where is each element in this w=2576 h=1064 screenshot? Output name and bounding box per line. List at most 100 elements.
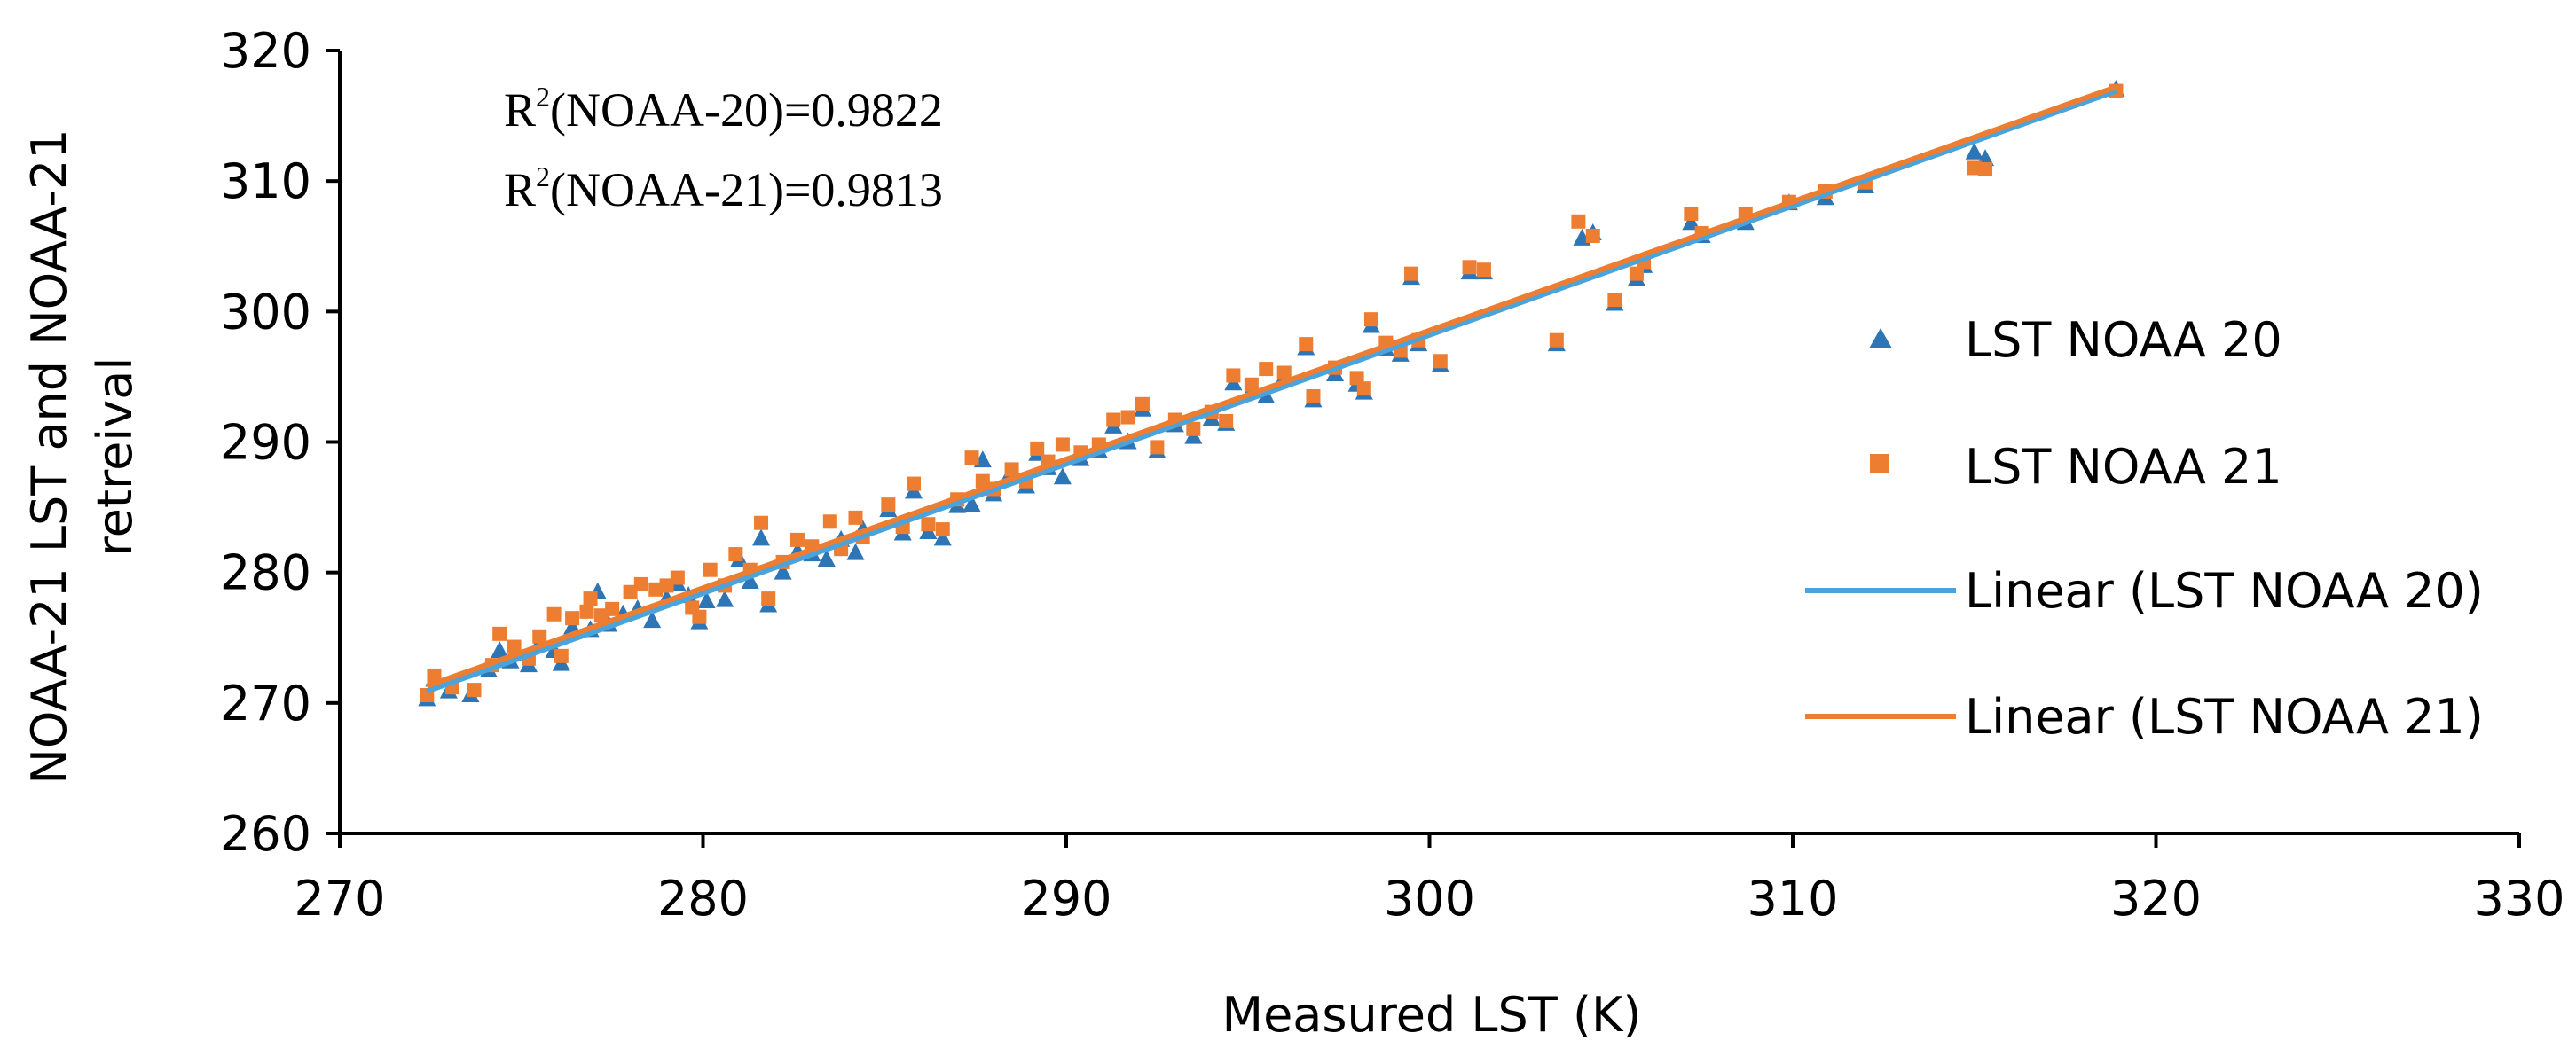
- y-axis-title-line-2: retreival: [87, 357, 143, 557]
- data-point-noaa20: [846, 543, 865, 560]
- data-point-noaa21: [1571, 214, 1586, 229]
- data-point-noaa21: [659, 578, 674, 593]
- data-point-noaa21: [728, 547, 743, 562]
- data-point-noaa21: [1607, 293, 1622, 308]
- data-point-noaa21: [1219, 413, 1234, 428]
- y-tick-label: 270: [220, 676, 311, 732]
- data-point-noaa21: [532, 629, 547, 644]
- data-point-noaa21: [1055, 437, 1070, 452]
- x-tick-label: 310: [1747, 871, 1838, 927]
- data-point-noaa21: [921, 517, 936, 532]
- data-point-noaa21: [703, 562, 718, 577]
- data-point-noaa21: [1684, 206, 1699, 221]
- data-point-noaa21: [692, 609, 707, 624]
- data-point-noaa21: [1356, 381, 1371, 396]
- data-point-noaa21: [507, 639, 522, 654]
- y-tick-label: 310: [220, 153, 311, 209]
- trendline-noaa21: [426, 84, 2117, 689]
- annotation-r2-noaa21-text: (NOAA-21)=0.9813: [550, 163, 943, 216]
- data-point-noaa21: [605, 601, 620, 616]
- trendlines: [426, 84, 2117, 694]
- data-point-noaa21: [1150, 440, 1165, 455]
- legend-item-linear-noaa21: Linear (LST NOAA 21): [1805, 689, 2484, 745]
- legend: LST NOAA 20 LST NOAA 21 Linear (LST NOAA…: [1805, 312, 2484, 745]
- x-tick-label: 300: [1384, 871, 1475, 927]
- data-point-noaa20: [752, 528, 771, 546]
- x-tick-label: 280: [657, 871, 749, 927]
- data-point-noaa21: [907, 476, 922, 491]
- data-point-noaa21: [1363, 312, 1378, 327]
- data-point-noaa21: [467, 683, 482, 698]
- data-point-noaa20: [716, 590, 734, 607]
- data-point-noaa21: [1462, 260, 1477, 275]
- x-tick-label: 270: [294, 871, 385, 927]
- data-point-noaa20: [774, 562, 792, 580]
- data-point-noaa21: [1106, 412, 1121, 427]
- data-point-noaa21: [1226, 368, 1241, 383]
- legend-item-linear-noaa20: Linear (LST NOAA 20): [1805, 563, 2484, 619]
- y-axis-title-line-1: NOAA-21 LST and NOAA-21: [21, 129, 77, 784]
- data-point-noaa21: [427, 668, 442, 683]
- data-point-noaa21: [1978, 161, 1993, 176]
- data-point-noaa21: [583, 591, 598, 606]
- legend-label: Linear (LST NOAA 20): [1965, 563, 2484, 619]
- data-point-noaa21: [1549, 332, 1564, 348]
- data-point-noaa21: [546, 606, 562, 622]
- data-point-noaa20: [817, 549, 836, 567]
- annotation-r2-noaa20: R2(NOAA-20)=0.9822: [504, 81, 943, 137]
- data-point-noaa21: [1299, 337, 1314, 352]
- data-point-noaa20: [697, 591, 716, 609]
- data-point-noaa21: [633, 576, 648, 591]
- data-point-noaa21: [1259, 362, 1274, 377]
- data-point-noaa21: [1030, 441, 1045, 456]
- data-point-noaa21: [1433, 354, 1448, 369]
- y-tick-label: 280: [220, 545, 311, 601]
- data-point-noaa20: [491, 640, 509, 658]
- legend-label: LST NOAA 21: [1965, 439, 2282, 495]
- x-tick-label: 320: [2110, 871, 2202, 927]
- y-tick-label: 260: [220, 806, 311, 862]
- legend-marker-triangle: [1869, 328, 1892, 348]
- annotation-r2-noaa20-base: R: [504, 83, 536, 137]
- data-point-noaa20: [643, 611, 662, 629]
- data-point-noaa21: [1004, 462, 1019, 477]
- legend-marker-square: [1870, 454, 1889, 473]
- data-point-noaa21: [1306, 388, 1321, 403]
- y-tick-label: 320: [220, 23, 311, 79]
- data-point-noaa20: [1682, 213, 1700, 231]
- data-point-noaa21: [822, 514, 837, 529]
- data-point-noaa21: [648, 582, 664, 597]
- legend-item-lst-noaa20: LST NOAA 20: [1869, 312, 2282, 368]
- data-point-noaa21: [1967, 160, 1982, 176]
- y-tick-label: 290: [220, 415, 311, 471]
- axes: 270 280 290 300 310 320 330 260 270 280 290 300 310 3…: [220, 23, 2565, 927]
- annotation-r2-noaa21: R2(NOAA-21)=0.9813: [504, 160, 943, 216]
- x-tick-label: 330: [2473, 871, 2564, 927]
- x-tick-label: 290: [1020, 871, 1111, 927]
- data-point-noaa21: [1135, 396, 1150, 411]
- data-point-noaa21: [554, 648, 569, 663]
- data-point-noaa21: [579, 604, 594, 619]
- data-point-noaa21: [964, 450, 979, 466]
- data-point-noaa20: [741, 571, 759, 589]
- annotation-r2-noaa20-text: (NOAA-20)=0.9822: [550, 83, 943, 137]
- trendline-noaa20: [426, 88, 2117, 694]
- data-point-noaa21: [935, 522, 950, 537]
- data-point-noaa21: [754, 515, 769, 530]
- data-point-noaa21: [789, 532, 805, 547]
- annotation-r2-noaa21-base: R: [504, 163, 536, 216]
- data-point-noaa21: [1120, 410, 1135, 425]
- annotation-r2-noaa20-sup: 2: [536, 81, 550, 113]
- data-point-noaa20: [933, 528, 952, 546]
- legend-item-lst-noaa21: LST NOAA 21: [1870, 439, 2282, 495]
- x-axis-title: Measured LST (K): [1221, 987, 1641, 1043]
- data-point-noaa21: [1186, 421, 1201, 436]
- data-point-noaa21: [1476, 262, 1491, 278]
- data-point-noaa20: [1053, 467, 1072, 485]
- legend-label: Linear (LST NOAA 21): [1965, 689, 2484, 745]
- data-point-noaa21: [761, 591, 776, 606]
- data-point-noaa21: [848, 510, 863, 525]
- data-point-noaa21: [975, 473, 990, 489]
